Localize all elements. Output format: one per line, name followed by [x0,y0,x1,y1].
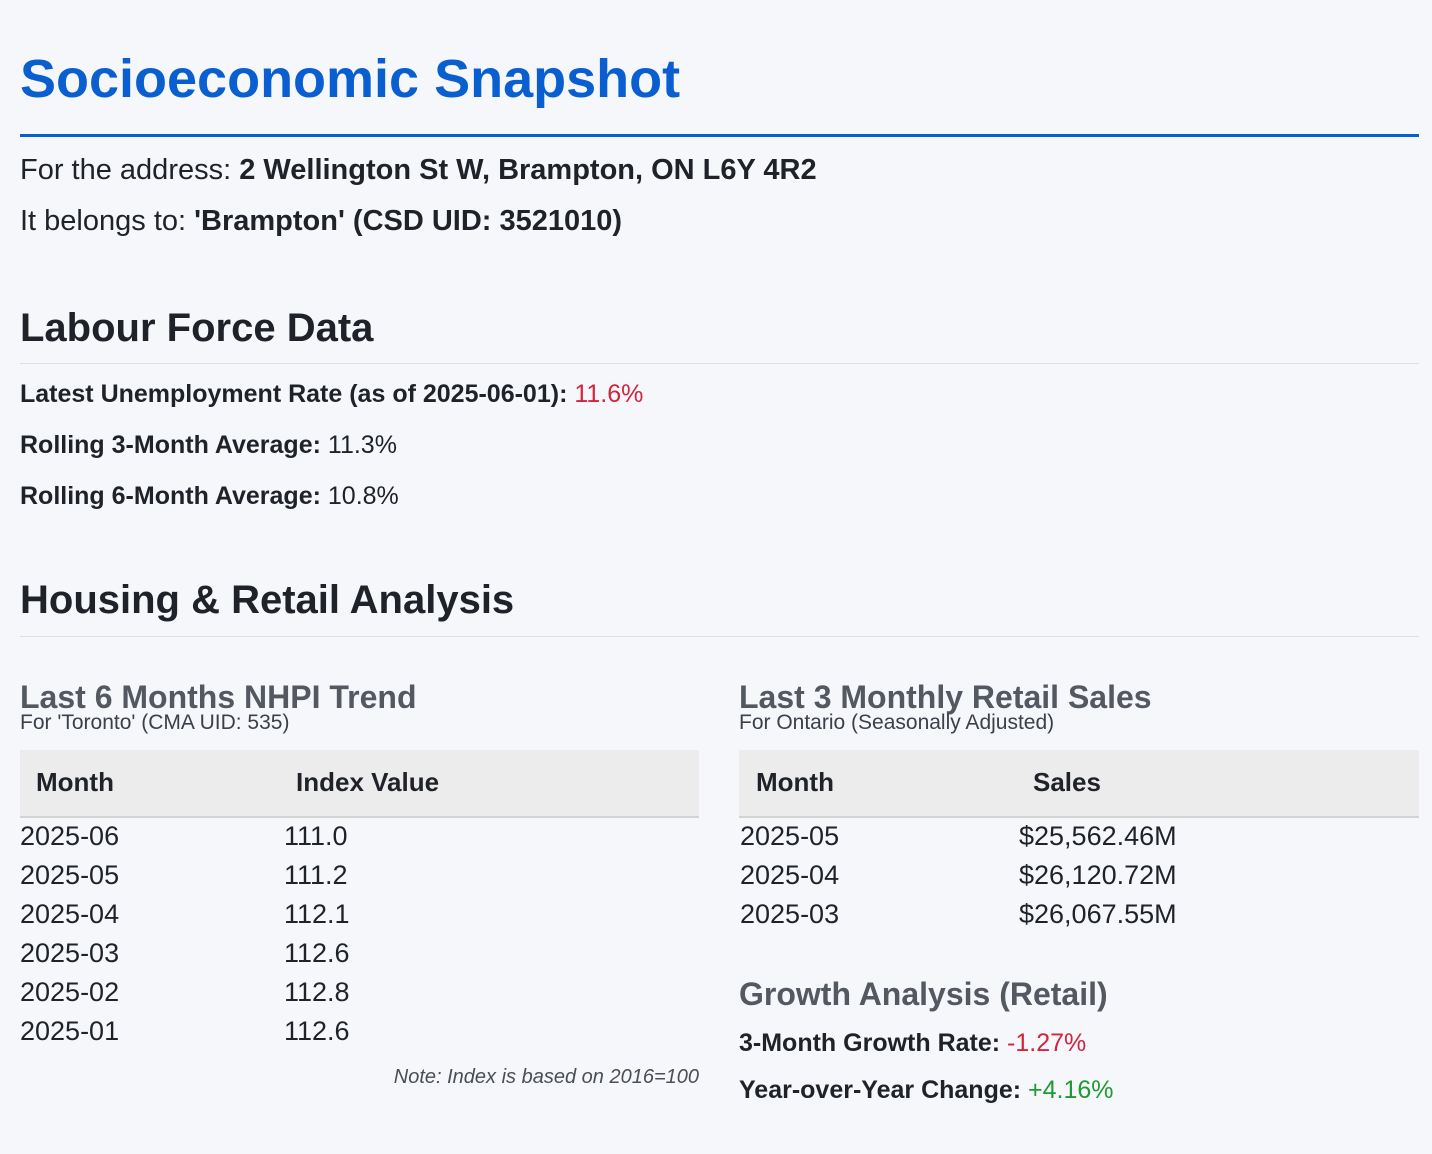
retail-heading: Last 3 Monthly Retail Sales [739,679,1152,715]
table-row: 2025-05 111.2 [20,856,699,895]
table-row: 2025-04 112.1 [20,895,699,934]
nhpi-index: 112.6 [284,938,350,968]
growth-heading: Growth Analysis (Retail) [739,976,1108,1012]
table-row: 2025-02 112.8 [20,973,699,1012]
table-row: 2025-03 112.6 [20,934,699,973]
retail-month: 2025-03 [740,899,840,929]
rolling-3-month-label: Rolling 3-Month Average: [20,431,321,459]
nhpi-month: 2025-01 [20,1016,120,1046]
retail-month: 2025-05 [740,821,840,851]
table-row: 2025-06 111.0 [20,817,699,856]
retail-month: 2025-04 [740,860,840,890]
nhpi-col-month: Month [36,767,114,797]
nhpi-table-body: 2025-06 111.0 2025-05 111.2 2025-04 112.… [20,817,699,1051]
nhpi-heading: Last 6 Months NHPI Trend [20,679,417,715]
retail-sales: $26,120.72M [1019,860,1177,890]
address-label: For the address: [20,154,232,186]
rolling-6-month-label: Rolling 6-Month Average: [20,482,321,510]
nhpi-index: 112.6 [284,1016,350,1046]
nhpi-month: 2025-06 [20,821,120,851]
latest-unemployment: Latest Unemployment Rate (as of 2025-06-… [20,378,643,410]
csd-label: It belongs to: [20,205,187,237]
nhpi-month: 2025-02 [20,977,120,1007]
nhpi-month: 2025-05 [20,860,120,890]
latest-unemployment-label: Latest Unemployment Rate (as of 2025-06-… [20,380,568,408]
retail-col-sales: Sales [1033,767,1101,797]
retail-sales: $25,562.46M [1019,821,1177,851]
latest-unemployment-value: 11.6% [574,380,644,408]
table-row: 2025-01 112.6 [20,1012,699,1051]
page-title: Socioeconomic Snapshot [20,49,681,109]
retail-table-header: Month Sales [739,750,1419,818]
csd-line: It belongs to: 'Brampton' (CSD UID: 3521… [20,203,622,239]
nhpi-index: 111.0 [284,821,348,851]
retail-table-body: 2025-05 $25,562.46M 2025-04 $26,120.72M … [740,817,1419,934]
growth-yoy-value: +4.16% [1028,1076,1114,1104]
nhpi-index: 112.1 [284,899,350,929]
table-row: 2025-04 $26,120.72M [740,856,1419,895]
rolling-6-month-value: 10.8% [327,482,399,510]
nhpi-month: 2025-03 [20,938,120,968]
labour-heading: Labour Force Data [20,306,374,350]
address-line: For the address: 2 Wellington St W, Bram… [20,152,817,188]
nhpi-subtitle: For 'Toronto' (CMA UID: 535) [20,711,290,734]
table-row: 2025-03 $26,067.55M [740,895,1419,934]
nhpi-index: 112.8 [284,977,350,1007]
csd-value: 'Brampton' (CSD UID: 3521010) [194,205,623,237]
growth-3-month-label: 3-Month Growth Rate: [739,1029,1001,1057]
nhpi-month: 2025-04 [20,899,120,929]
retail-subtitle: For Ontario (Seasonally Adjusted) [739,711,1055,734]
rolling-6-month: Rolling 6-Month Average: 10.8% [20,480,399,512]
growth-3-month-value: -1.27% [1007,1029,1087,1057]
growth-3-month: 3-Month Growth Rate: -1.27% [739,1027,1086,1059]
nhpi-col-index: Index Value [296,767,440,797]
growth-yoy: Year-over-Year Change: +4.16% [739,1074,1114,1106]
title-divider [20,134,1419,137]
rolling-3-month: Rolling 3-Month Average: 11.3% [20,429,397,461]
growth-yoy-label: Year-over-Year Change: [739,1076,1022,1104]
housing-retail-heading: Housing & Retail Analysis [20,578,515,622]
address-value: 2 Wellington St W, Brampton, ON L6Y 4R2 [239,154,817,186]
retail-col-month: Month [756,767,834,797]
nhpi-note: Note: Index is based on 2016=100 [393,1066,699,1088]
nhpi-table-header: Month Index Value [20,750,699,818]
housing-retail-divider [20,636,1419,637]
retail-sales: $26,067.55M [1019,899,1177,929]
labour-divider [20,363,1419,364]
rolling-3-month-value: 11.3% [327,431,397,459]
nhpi-index: 111.2 [284,860,348,890]
table-row: 2025-05 $25,562.46M [740,817,1419,856]
